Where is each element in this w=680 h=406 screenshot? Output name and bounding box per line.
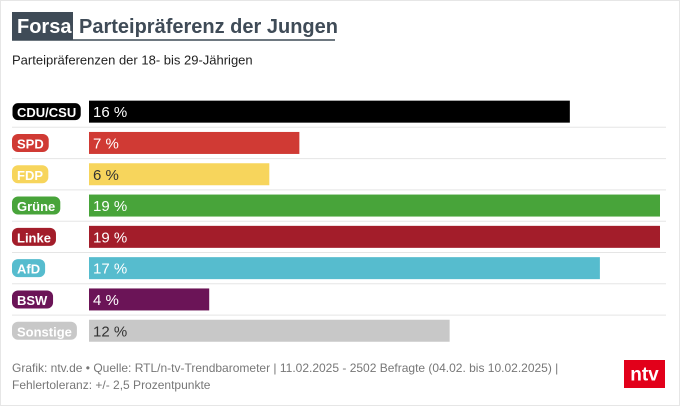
value-label: 7 %: [93, 135, 119, 152]
bar: [89, 131, 300, 154]
value-label: 17 %: [93, 261, 127, 278]
category-label: Linke: [17, 230, 51, 245]
source: Grafik: ntv.de • Quelle: RTL/n-tv-Trendb…: [12, 361, 559, 392]
bar: [89, 225, 660, 248]
publisher-box: [12, 12, 73, 40]
category-pill: [12, 133, 49, 152]
publisher: Forsa: [17, 16, 72, 38]
category-label: BSW: [17, 293, 48, 308]
category-pill: [12, 165, 49, 184]
subtitle: Parteipräferenzen der 18- bis 29-Jährige…: [12, 53, 253, 68]
category-label: Sonstige: [17, 324, 72, 339]
category-label: Grüne: [17, 199, 55, 214]
chart-title: Parteipräferenz der Jungen: [79, 16, 338, 38]
category-label: AfD: [17, 262, 40, 277]
value-label: 19 %: [93, 229, 127, 246]
bar: [89, 257, 600, 280]
value-label: 12 %: [93, 323, 127, 340]
value-label: 6 %: [93, 167, 119, 184]
category-label: CDU/CSU: [17, 105, 76, 120]
category-pill: [12, 227, 56, 246]
bar: [89, 100, 570, 123]
category-pill: [11, 102, 82, 122]
category-pill: [12, 321, 77, 340]
category-pill: [12, 196, 61, 215]
bar: [89, 163, 270, 186]
bar: [89, 319, 450, 342]
category-pill: [12, 290, 54, 309]
value-label: 16 %: [93, 104, 127, 121]
category-label: FDP: [17, 168, 43, 183]
value-label: 19 %: [93, 198, 127, 215]
category-label: SPD: [17, 136, 44, 151]
bar: [89, 288, 210, 311]
logo-box: [624, 360, 665, 388]
bar: [89, 194, 660, 217]
value-label: 4 %: [93, 292, 119, 309]
category-pill: [12, 259, 46, 278]
logo: ntv: [630, 365, 659, 386]
